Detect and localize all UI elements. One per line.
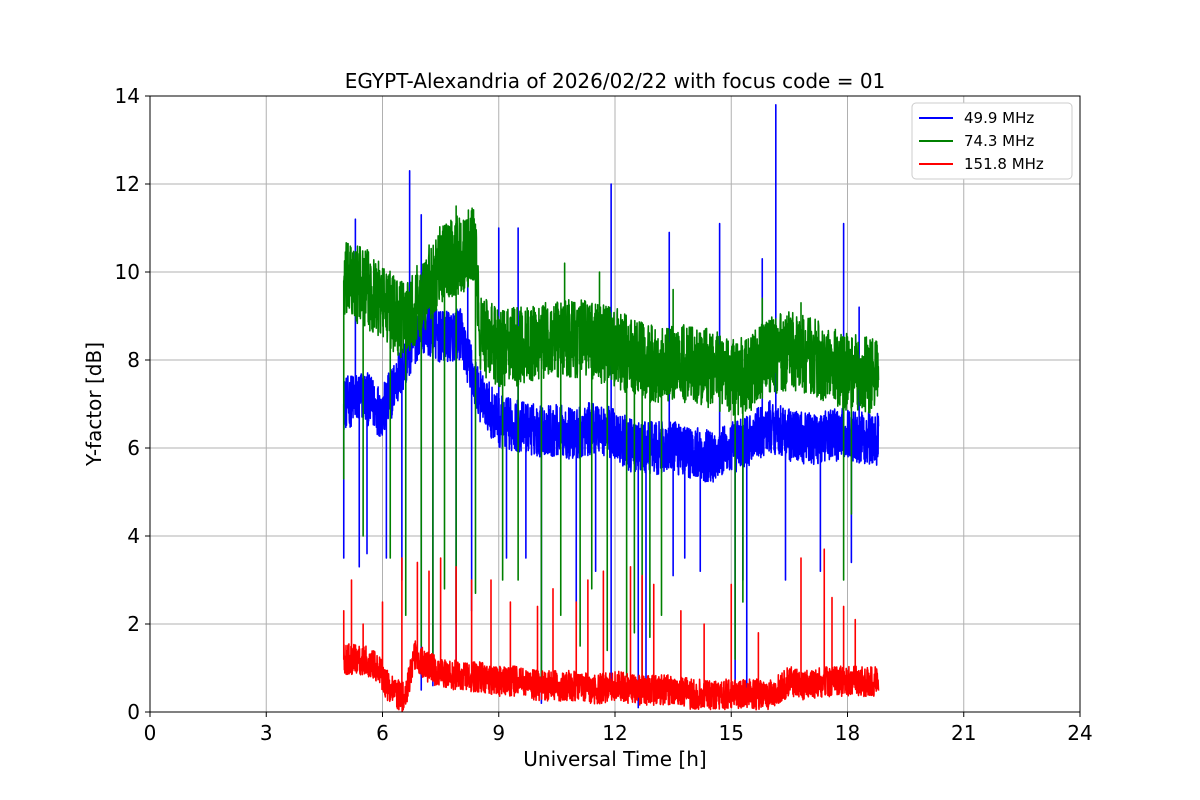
x-axis-label: Universal Time [h]: [523, 747, 706, 771]
chart-title: EGYPT-Alexandria of 2026/02/22 with focu…: [345, 69, 886, 93]
x-tick-label: 15: [719, 721, 744, 745]
legend-label: 49.9 MHz: [964, 109, 1034, 127]
series-line-1: [342, 104, 880, 709]
y-tick-label: 0: [127, 700, 140, 724]
x-tick-label: 6: [376, 721, 389, 745]
series-group: [342, 104, 880, 713]
x-tick-label: 3: [260, 721, 273, 745]
y-axis-label: Y-factor [dB]: [82, 342, 106, 467]
y-tick-label: 4: [127, 524, 140, 548]
y-tick-label: 2: [127, 612, 140, 636]
legend: 49.9 MHz 74.3 MHz 151.8 MHz: [911, 102, 1073, 180]
x-tick-label: 0: [144, 721, 157, 745]
x-tick-label: 18: [835, 721, 860, 745]
y-tick-label: 14: [115, 84, 140, 108]
y-tick-label: 6: [127, 436, 140, 460]
x-tick-label: 21: [951, 721, 976, 745]
legend-label: 74.3 MHz: [964, 132, 1034, 150]
legend-label: 151.8 MHz: [964, 155, 1044, 173]
x-tick-label: 24: [1067, 721, 1092, 745]
legend-frame: [911, 102, 1073, 180]
y-tick-label: 10: [115, 260, 140, 284]
x-tick-label: 9: [492, 721, 505, 745]
y-tick-label: 12: [115, 172, 140, 196]
y-tick-label: 8: [127, 348, 140, 372]
series-line-2: [342, 205, 880, 687]
series-line-3: [342, 548, 880, 713]
x-tick-label: 12: [602, 721, 627, 745]
